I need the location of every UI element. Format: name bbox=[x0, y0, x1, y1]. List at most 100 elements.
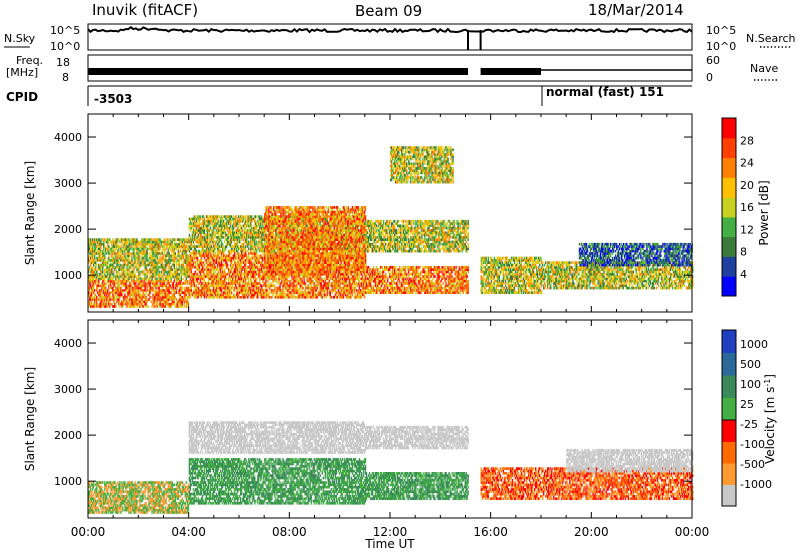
echo-cell bbox=[231, 275, 232, 278]
echo-cell bbox=[273, 291, 274, 294]
echo-cell bbox=[213, 289, 214, 292]
echo-cell bbox=[184, 287, 185, 290]
echo-cell bbox=[95, 280, 96, 283]
echo-cell bbox=[285, 284, 286, 287]
echo-cell bbox=[226, 245, 227, 248]
echo-cell bbox=[133, 266, 134, 269]
echo-cell bbox=[340, 282, 341, 285]
echo-cell bbox=[183, 278, 184, 281]
freq-band-segment bbox=[88, 68, 468, 75]
echo-cell bbox=[259, 273, 260, 276]
echo-cell bbox=[177, 287, 178, 290]
echo-cell bbox=[112, 282, 113, 285]
echo-cell bbox=[266, 282, 267, 285]
echo-cell bbox=[215, 266, 216, 269]
echo-cell bbox=[276, 294, 277, 297]
echo-cell bbox=[194, 236, 195, 239]
echo-cell bbox=[99, 252, 100, 255]
echo-cell bbox=[207, 261, 208, 264]
echo-cell bbox=[192, 284, 193, 287]
echo-cell bbox=[184, 243, 185, 246]
echo-cell bbox=[215, 243, 216, 246]
echo-cell bbox=[104, 282, 105, 285]
echo-cell bbox=[215, 248, 216, 251]
echo-cell bbox=[134, 273, 135, 276]
echo-cell bbox=[146, 252, 147, 255]
echo-cell bbox=[142, 305, 143, 308]
echo-cell bbox=[169, 282, 170, 285]
echo-cell bbox=[139, 259, 140, 262]
echo-cell bbox=[104, 294, 105, 297]
echo-cell bbox=[150, 245, 151, 248]
echo-cell bbox=[157, 271, 158, 274]
echo-cell bbox=[246, 294, 247, 297]
echo-cell bbox=[308, 284, 309, 287]
echo-cell bbox=[356, 289, 357, 292]
echo-cell bbox=[188, 287, 189, 290]
echo-cell bbox=[95, 248, 96, 251]
echo-cell bbox=[217, 257, 218, 260]
echo-cell bbox=[192, 236, 193, 239]
echo-cell bbox=[126, 305, 127, 308]
echo-cell bbox=[241, 252, 242, 255]
echo-cell bbox=[295, 278, 296, 281]
echo-cell bbox=[94, 303, 95, 306]
echo-cell bbox=[117, 243, 118, 246]
echo-cell bbox=[197, 257, 198, 260]
echo-cell bbox=[105, 257, 106, 260]
echo-cell bbox=[181, 259, 182, 262]
echo-cell bbox=[204, 236, 205, 239]
echo-cell bbox=[100, 254, 101, 257]
echo-cell bbox=[171, 305, 172, 308]
echo-cell bbox=[200, 280, 201, 283]
echo-cell bbox=[349, 266, 350, 269]
echo-cell bbox=[354, 280, 355, 283]
echo-cell bbox=[213, 261, 214, 264]
echo-cell bbox=[98, 284, 99, 287]
echo-cell bbox=[110, 282, 111, 285]
echo-cell bbox=[109, 238, 110, 241]
echo-cell bbox=[180, 248, 181, 251]
echo-cell bbox=[96, 278, 97, 281]
echo-cell bbox=[149, 273, 150, 276]
echo-cell bbox=[236, 275, 237, 278]
echo-cell bbox=[217, 289, 218, 292]
echo-cell bbox=[337, 296, 338, 299]
echo-cell bbox=[191, 282, 192, 285]
echo-cell bbox=[273, 280, 274, 283]
echo-cell bbox=[103, 248, 104, 251]
echo-cell bbox=[279, 284, 280, 287]
echo-cell bbox=[104, 301, 105, 304]
echo-cell bbox=[349, 261, 350, 264]
echo-cell bbox=[175, 268, 176, 271]
echo-cell bbox=[218, 291, 219, 294]
echo-cell bbox=[192, 266, 193, 269]
echo-cell bbox=[234, 294, 235, 297]
echo-cell bbox=[227, 284, 228, 287]
echo-cell bbox=[182, 296, 183, 299]
echo-cell bbox=[323, 287, 324, 290]
echo-cell bbox=[230, 273, 231, 276]
echo-cell bbox=[189, 250, 190, 253]
echo-cell bbox=[111, 275, 112, 278]
cpid-segment-2: normal (fast) 151 bbox=[546, 85, 664, 99]
echo-cell bbox=[213, 252, 214, 255]
echo-cell bbox=[104, 245, 105, 248]
echo-cell bbox=[113, 264, 114, 267]
echo-cell bbox=[120, 252, 121, 255]
echo-cell bbox=[213, 271, 214, 274]
echo-cell bbox=[157, 257, 158, 260]
echo-cell bbox=[188, 254, 189, 257]
echo-cell bbox=[164, 252, 165, 255]
echo-cell bbox=[166, 257, 167, 260]
echo-cell bbox=[152, 261, 153, 264]
echo-cell bbox=[241, 264, 242, 267]
echo-cell bbox=[287, 291, 288, 294]
echo-cell bbox=[195, 275, 196, 278]
echo-cell bbox=[355, 284, 356, 287]
echo-cell bbox=[262, 271, 263, 274]
echo-cell bbox=[183, 254, 184, 257]
echo-cell bbox=[162, 275, 163, 278]
echo-cell bbox=[261, 266, 262, 269]
echo-cell bbox=[128, 268, 129, 271]
